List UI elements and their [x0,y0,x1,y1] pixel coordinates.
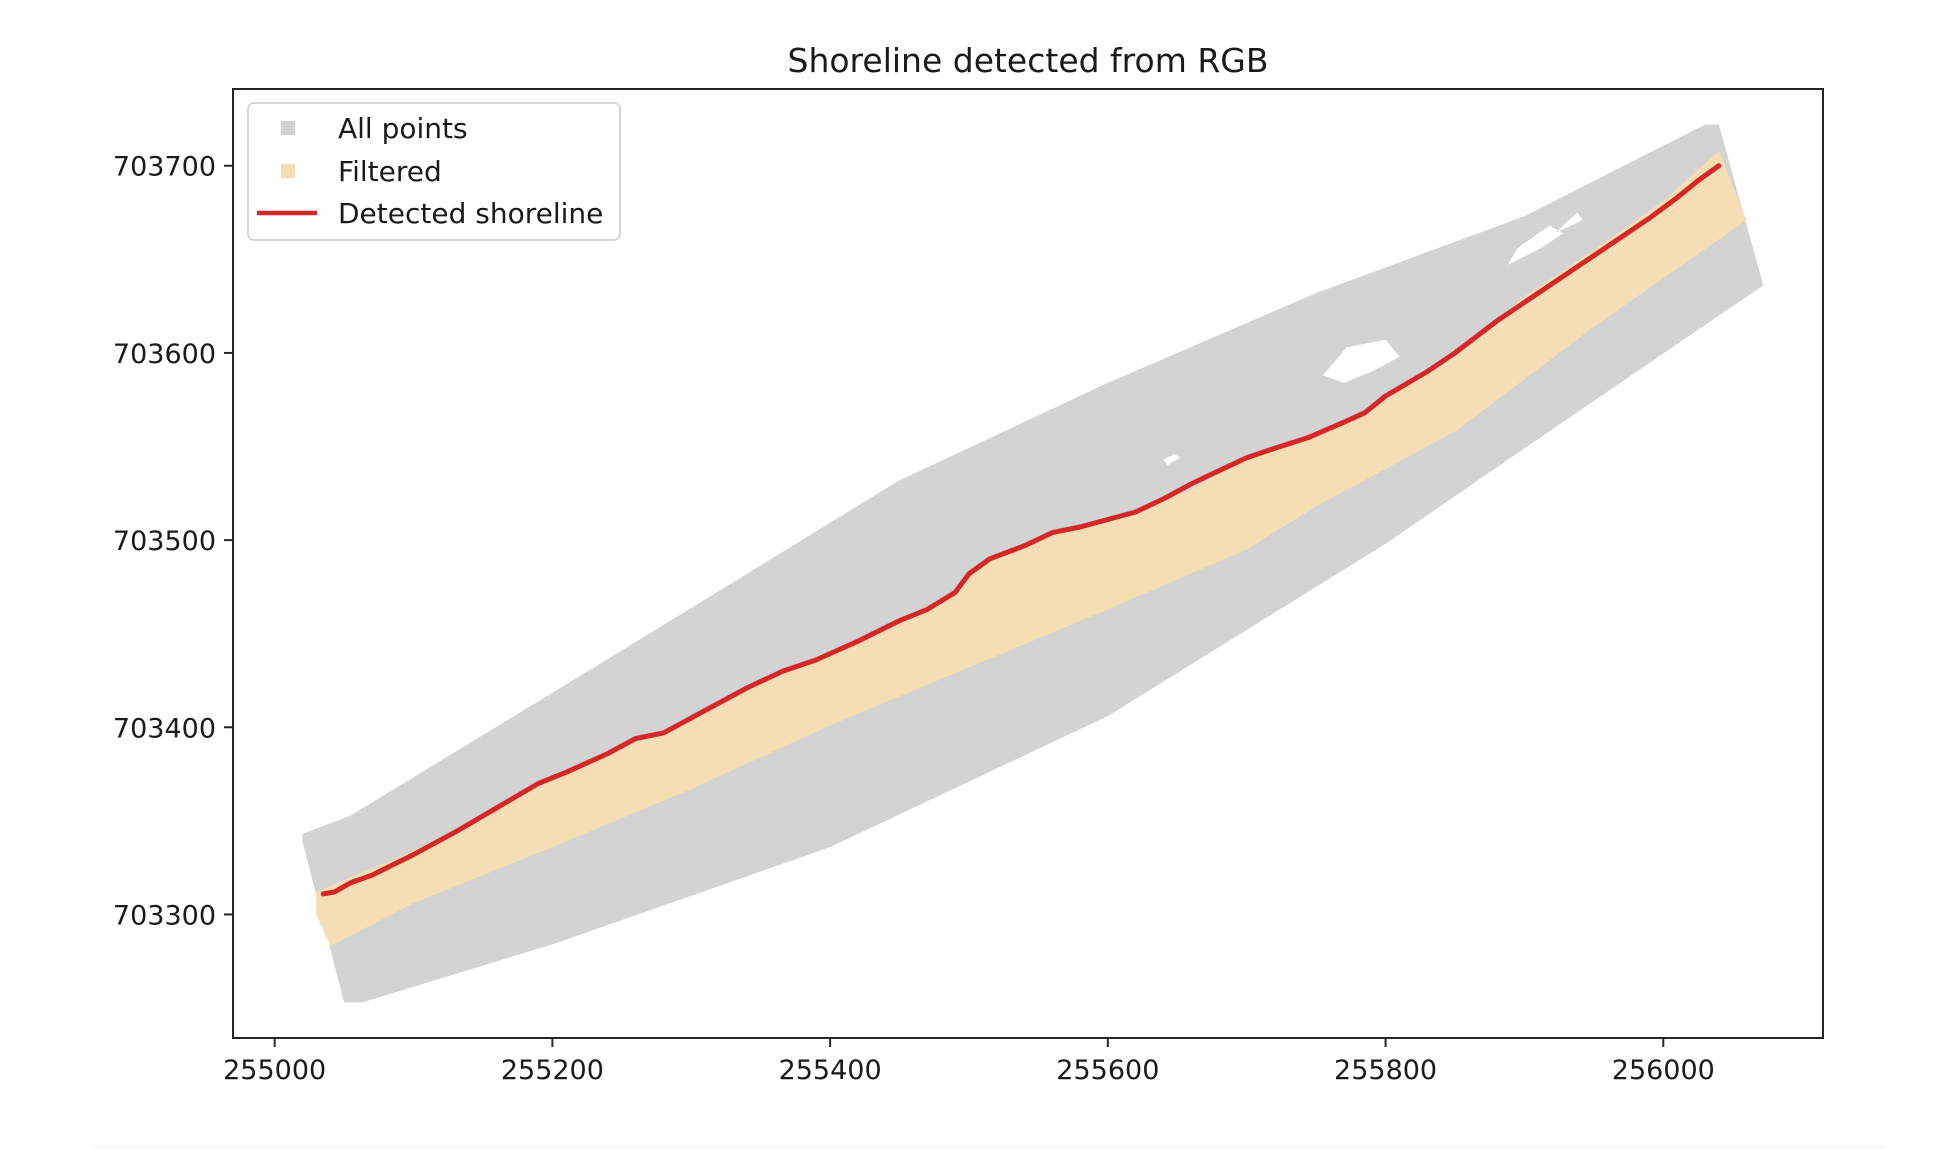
y-axis: 703300 703400 703500 703600 703700 [113,152,233,931]
plot-frame [232,88,1824,1039]
legend-box [247,102,621,241]
chart-title: Shoreline detected from RGB [788,41,1269,80]
legend-label-detected-shoreline: Detected shoreline [338,197,603,230]
x-tick-label: 256000 [1612,1055,1715,1086]
x-tick-label: 255000 [223,1055,326,1086]
x-tick-label: 255400 [779,1055,882,1086]
x-tick-label: 255600 [1056,1055,1159,1086]
y-tick-label: 703600 [113,339,216,370]
y-tick-label: 703700 [113,152,216,183]
y-tick-label: 703400 [113,713,216,744]
legend-marker-all-points [281,121,295,135]
plot-area [302,124,1764,1003]
x-tick-label: 255200 [501,1055,604,1086]
x-tick-label: 255800 [1334,1055,1437,1086]
legend-label-all-points: All points [338,112,468,145]
legend-marker-filtered [281,164,295,178]
x-axis: 255000 255200 255400 255600 255800 256000 [223,1038,1715,1086]
legend: All points Filtered Detected shoreline [247,102,621,241]
legend-label-filtered: Filtered [338,155,442,188]
bottom-divider [95,1146,1885,1148]
detected-shoreline-line [320,163,1722,897]
y-tick-label: 703500 [113,526,216,557]
y-tick-label: 703300 [113,900,216,931]
filtered-region [316,150,1747,947]
